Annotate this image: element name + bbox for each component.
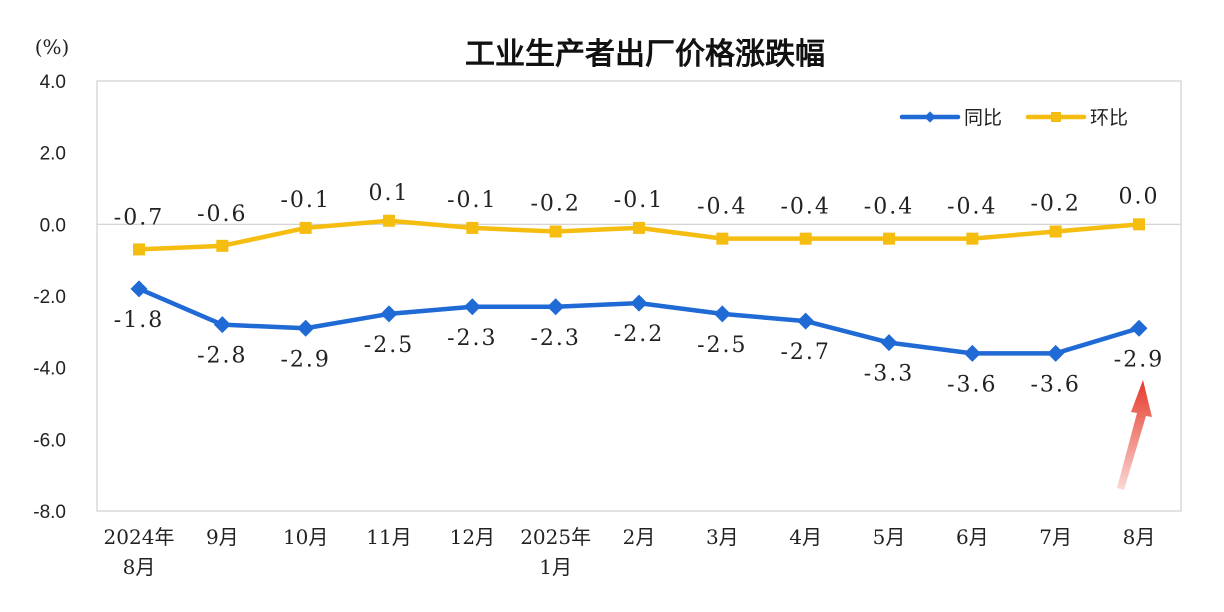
data-point bbox=[1047, 344, 1065, 362]
chart-title: 工业生产者出厂价格涨跌幅 bbox=[465, 37, 825, 72]
data-point bbox=[380, 305, 398, 323]
data-point bbox=[799, 232, 812, 245]
data-point bbox=[883, 232, 895, 245]
data-label: -2.8 bbox=[197, 344, 247, 369]
data-point bbox=[213, 316, 231, 334]
data-label: -0.7 bbox=[114, 205, 164, 230]
data-label: -2.9 bbox=[1114, 347, 1164, 372]
y-tick-label: 2.0 bbox=[40, 144, 66, 165]
data-label: -0.6 bbox=[197, 202, 247, 227]
x-tick-label: 8月 bbox=[123, 555, 156, 579]
data-label: -2.9 bbox=[280, 347, 330, 372]
data-label: -0.1 bbox=[614, 188, 664, 213]
data-point bbox=[630, 294, 648, 312]
y-tick-label: 0.0 bbox=[40, 215, 66, 236]
x-tick-label: 7月 bbox=[1039, 525, 1072, 549]
data-label: -0.4 bbox=[697, 195, 747, 220]
data-label: -3.6 bbox=[1030, 372, 1080, 397]
data-label: -3.3 bbox=[864, 362, 914, 387]
data-point bbox=[880, 334, 898, 352]
data-point bbox=[297, 319, 315, 337]
data-label: -0.4 bbox=[780, 195, 830, 220]
data-label: -0.4 bbox=[947, 195, 997, 220]
x-tick-label: 2024年 bbox=[104, 525, 175, 549]
x-tick-label: 6月 bbox=[956, 525, 989, 549]
x-tick-label: 12月 bbox=[450, 525, 495, 549]
data-label: -2.3 bbox=[530, 326, 580, 351]
data-point bbox=[549, 225, 562, 238]
x-tick-label: 10月 bbox=[283, 525, 328, 549]
y-tick-label: -4.0 bbox=[33, 359, 66, 380]
data-point bbox=[130, 280, 148, 298]
data-point bbox=[633, 221, 645, 234]
data-label: 0.0 bbox=[1119, 184, 1160, 209]
data-point bbox=[963, 344, 981, 362]
data-label: -2.7 bbox=[780, 340, 830, 365]
x-tick-label: 4月 bbox=[789, 525, 822, 549]
legend-label: 环比 bbox=[1090, 107, 1128, 129]
y-tick-label: -6.0 bbox=[33, 430, 66, 451]
data-label: -1.8 bbox=[114, 308, 164, 333]
legend-label: 同比 bbox=[964, 107, 1002, 129]
annotation-arrow bbox=[1117, 380, 1152, 490]
x-tick-label: 8月 bbox=[1123, 525, 1156, 549]
x-tick-label: 9月 bbox=[206, 525, 239, 549]
data-label: -2.2 bbox=[614, 322, 664, 347]
x-tick-label: 2月 bbox=[623, 525, 656, 549]
data-label: -0.4 bbox=[864, 195, 914, 220]
data-point bbox=[797, 312, 815, 330]
data-label: -0.2 bbox=[530, 192, 580, 217]
data-label: -0.1 bbox=[447, 188, 497, 213]
y-axis-unit: (%) bbox=[35, 35, 70, 59]
data-point bbox=[966, 232, 979, 245]
y-tick-label: 4.0 bbox=[40, 72, 66, 93]
legend-marker bbox=[1051, 112, 1061, 122]
legend-marker bbox=[924, 111, 936, 123]
data-point bbox=[466, 221, 479, 234]
y-tick-label: -2.0 bbox=[33, 287, 66, 308]
data-label: -0.1 bbox=[280, 188, 330, 213]
data-label: -3.6 bbox=[947, 372, 997, 397]
data-point bbox=[713, 305, 731, 323]
x-tick-label: 2025年 bbox=[520, 525, 591, 549]
data-point bbox=[463, 298, 481, 316]
data-point bbox=[133, 243, 145, 256]
data-point bbox=[299, 221, 312, 234]
data-point bbox=[1130, 319, 1148, 337]
data-label: -0.2 bbox=[1030, 192, 1080, 217]
y-tick-label: -8.0 bbox=[33, 502, 66, 523]
x-tick-label: 1月 bbox=[539, 555, 572, 579]
data-label: 0.1 bbox=[369, 181, 410, 206]
x-tick-label: 3月 bbox=[706, 525, 739, 549]
data-point bbox=[216, 239, 229, 252]
data-label: -2.5 bbox=[697, 333, 747, 358]
plot-area-border bbox=[96, 80, 1182, 512]
x-tick-label: 5月 bbox=[873, 525, 906, 549]
x-tick-label: 11月 bbox=[366, 525, 411, 549]
data-label: -2.3 bbox=[447, 326, 497, 351]
data-point bbox=[383, 214, 395, 227]
data-point bbox=[1049, 225, 1062, 238]
data-point bbox=[547, 298, 565, 316]
data-label: -2.5 bbox=[364, 333, 414, 358]
data-point bbox=[1133, 218, 1145, 231]
data-point bbox=[716, 232, 729, 245]
